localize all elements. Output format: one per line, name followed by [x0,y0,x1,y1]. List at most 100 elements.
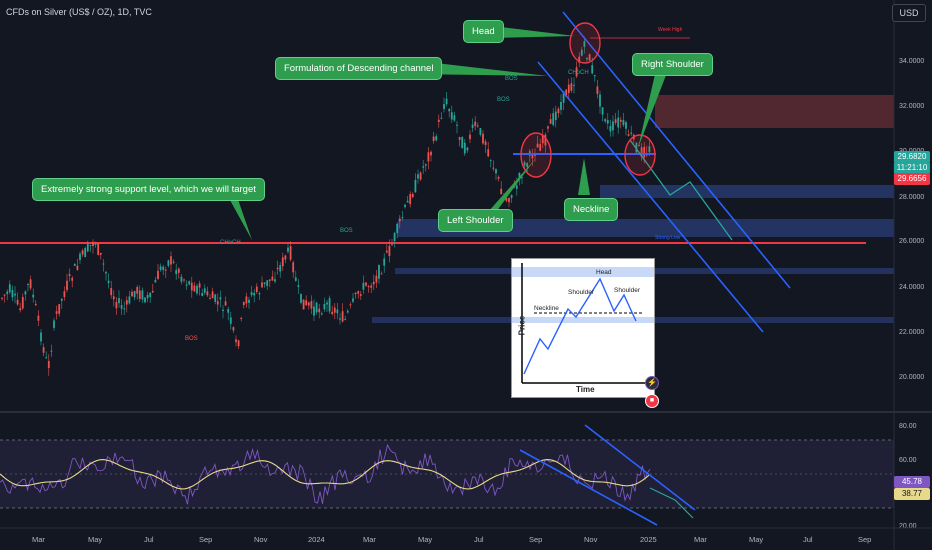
candle-body [175,269,178,275]
time-tick-label: Jul [803,535,813,544]
candle-body [627,134,630,136]
candle-body [635,142,638,153]
currency-button[interactable]: USD [892,4,926,22]
diagram-neckline-label: Neckline [534,305,559,312]
candle-body [619,119,622,122]
candle-body [495,169,497,174]
neckline-callout[interactable]: Neckline [564,198,619,221]
price-tick-label: 24.0000 [899,284,924,291]
candle-body [424,164,427,166]
candle-body [567,84,570,94]
bos-label: BOS [185,336,198,342]
candle-body [6,291,9,295]
candle-body [131,291,133,297]
candle-body [167,260,170,266]
candle-body [287,247,289,252]
candle-body [354,292,357,295]
candle-body [196,285,198,294]
candle-body [71,277,74,281]
candle-body [149,292,152,298]
candle-body [367,286,370,288]
candle-body [526,163,529,168]
candle-body [211,291,214,299]
candle-body [544,134,547,146]
candle-body [229,317,232,324]
candle-body [466,147,469,151]
left-shoulder-callout[interactable]: Left Shoulder [438,209,513,232]
candle-body [549,119,552,124]
candle-body [315,302,318,313]
rsi-value-tag: 45.78 [894,476,930,488]
price-tick-label: 34.0000 [899,58,924,65]
support-callout[interactable]: Extremely strong support level, which we… [32,178,265,201]
candle-body [201,293,204,296]
candle-body [313,306,315,316]
candle-body [380,273,383,275]
candle-body [430,151,432,156]
channel-pointer [410,60,548,76]
alert-icon[interactable]: ⚡ [645,376,659,390]
channel-upper-line [562,11,791,289]
head-callout[interactable]: Head [463,20,504,43]
flag-icon[interactable]: ■ [645,394,659,408]
candle-body [123,308,126,310]
right-shoulder-callout[interactable]: Right Shoulder [632,53,713,76]
rsi-ma-line [0,459,651,490]
candle-body [372,281,375,285]
symbol-title[interactable]: CFDs on Silver (US$ / OZ), 1D, TVC [6,7,152,17]
candle-body [159,266,162,270]
candle-body [414,179,417,193]
candle-body [450,112,453,120]
candle-body [531,153,534,159]
price-tick-label: 32.0000 [899,103,924,110]
candle-body [583,41,586,47]
time-tick-label: Mar [32,535,45,544]
candle-body [133,291,136,298]
candle-body [255,286,258,293]
head-shoulders-diagram: Head Shoulder Shoulder Neckline Price Ti… [511,258,655,398]
candle-body [21,296,24,309]
head-pointer [493,26,575,38]
candle-body [435,136,438,141]
candle-body [588,54,591,61]
candle-body [107,280,110,284]
candle-body [73,263,76,266]
rsi-projection [649,487,694,519]
candle-body [146,294,149,299]
candle-body [261,282,263,288]
candle-body [458,137,461,140]
candle-body [209,297,211,299]
candle-body [151,290,154,293]
candle-body [375,275,378,283]
candle-body [482,133,484,144]
candle-body [617,117,620,128]
candle-body [58,304,61,314]
price-axis[interactable]: 34.000032.000030.000028.000026.000024.00… [899,58,924,381]
time-axis[interactable]: Mar May Jul Sep Nov 2024 Mar May Jul Sep Nov 2025 Ma… [32,535,871,544]
candle-body [492,167,495,169]
candle-body [248,299,250,303]
channel-callout[interactable]: Formulation of Descending channel [275,57,443,80]
candle-body [518,172,521,179]
candle-body [469,134,471,140]
price-tick-label: 28.0000 [899,194,924,201]
candle-body [604,119,607,122]
candle-body [37,315,40,321]
candle-body [274,279,276,282]
candle-body [625,122,627,129]
candle-body [523,162,526,166]
supply-zone [655,95,894,128]
candle-body [456,124,458,126]
candle-body [245,296,248,304]
candle-body [268,279,271,281]
candle-body [237,340,240,347]
head-circle [569,22,601,64]
candle-body [294,277,297,281]
candle-body [128,296,131,304]
rsi-tick-label: 20.00 [899,523,917,530]
time-tick-label: May [749,535,763,544]
candle-body [302,299,305,310]
candle-body [300,293,302,303]
candle-body [575,67,578,77]
